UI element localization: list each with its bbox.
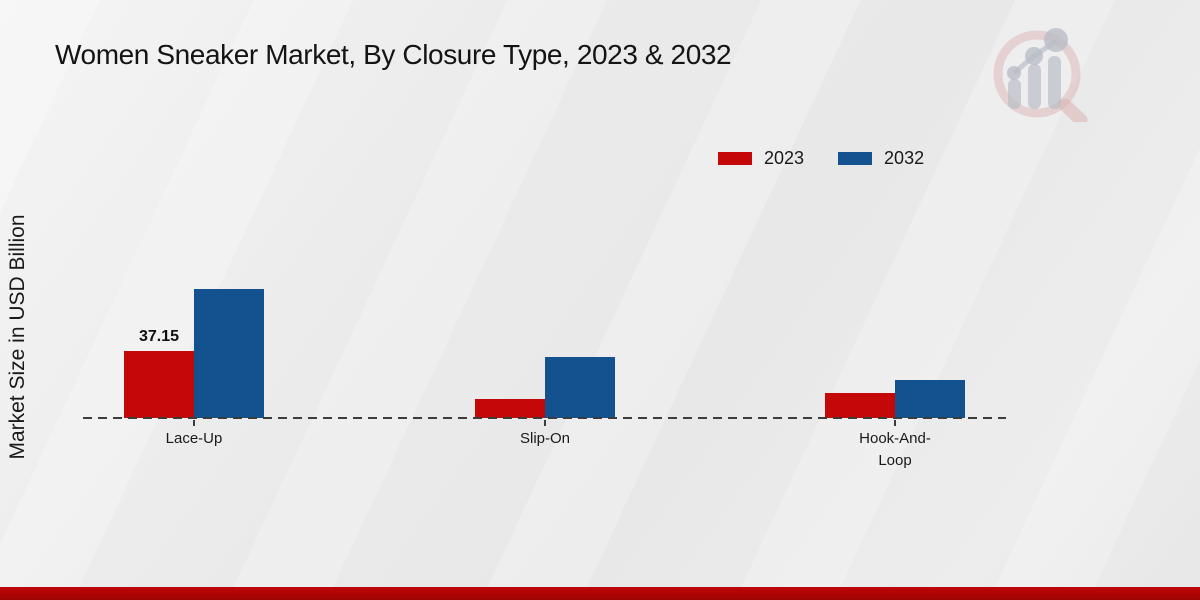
- legend-label-2032: 2032: [884, 148, 925, 168]
- bar-2023: [124, 351, 194, 418]
- plot-area: 37.15 Lace-Up Slip-On Hook-And-Loop: [83, 240, 1006, 469]
- axis-tick: [894, 420, 896, 426]
- x-axis-baseline: [83, 417, 1006, 419]
- bar-2023: [825, 393, 895, 418]
- legend-item-2032: 2032: [838, 148, 924, 169]
- legend-swatch-2032: [838, 152, 873, 165]
- legend-item-2023: 2023: [718, 148, 804, 169]
- bar-group: 37.15 Lace-Up: [124, 240, 264, 447]
- bar-2032: [194, 289, 264, 418]
- bar-group: Slip-On: [475, 240, 615, 447]
- category-label: Hook-And-Loop: [859, 430, 931, 469]
- axis-tick: [544, 420, 546, 426]
- footer-accent-band: [0, 587, 1200, 600]
- legend-swatch-2023: [718, 152, 752, 165]
- chart-title: Women Sneaker Market, By Closure Type, 2…: [55, 39, 732, 70]
- bar-value-label: 37.15: [138, 328, 180, 345]
- bar-2023: [475, 399, 545, 418]
- axis-tick: [193, 420, 195, 426]
- category-label: Slip-On: [519, 430, 571, 447]
- legend: 2023 2032: [718, 148, 924, 169]
- legend-label-2023: 2023: [764, 148, 805, 168]
- magnifier-bar-chart-logo-icon: [993, 28, 1088, 122]
- category-label: Lace-Up: [165, 430, 223, 447]
- bar-2032: [895, 380, 965, 418]
- bar-group: Hook-And-Loop: [825, 240, 965, 469]
- y-axis-label: Market Size in USD Billion: [6, 214, 29, 460]
- bar-2032: [545, 357, 615, 418]
